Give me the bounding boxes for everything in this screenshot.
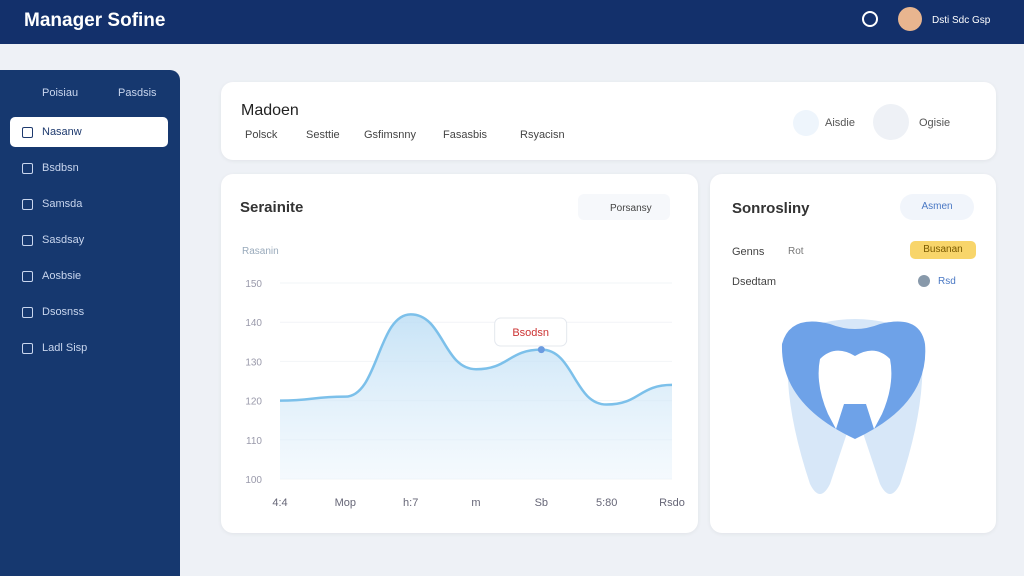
tab[interactable]: Fasasbis — [443, 129, 488, 141]
action[interactable]: Ogisie — [919, 117, 951, 129]
tooltip-label: Bsodsn — [512, 327, 549, 339]
y-tick-label: 110 — [246, 436, 262, 447]
tooltip — [494, 317, 568, 347]
x-tick-label: Mop — [335, 497, 356, 509]
x-tick-label: 5:80 — [596, 497, 617, 509]
header: Manager Sofine Dsti Sdc Gsp — [0, 0, 1024, 44]
x-tick-label: h:7 — [403, 497, 418, 509]
chart-subtitle: Rasanin — [242, 246, 279, 257]
overview-title: Madoen — [241, 102, 299, 119]
panel-button[interactable]: Asmen — [900, 194, 974, 220]
nav-item[interactable]: Bsdbsn — [10, 153, 168, 183]
sidebar-heading-right: Pasdsis — [118, 87, 157, 99]
badge: Busanan — [910, 241, 976, 259]
y-tick-label: 130 — [245, 357, 262, 368]
line — [279, 313, 673, 406]
point — [537, 346, 545, 354]
row-label: Dsedtam — [732, 276, 777, 288]
nav-icon — [22, 343, 33, 354]
row-sub: Rot — [788, 246, 804, 257]
action[interactable]: Aisdie — [825, 117, 855, 129]
nav-item[interactable]: Ladl Sisp — [10, 333, 168, 363]
action-icon — [793, 110, 819, 136]
search-icon[interactable] — [862, 11, 878, 27]
overview-card: Madoen Aisdie Ogisie — [221, 82, 996, 160]
x-tick-label: m — [471, 497, 480, 509]
tab[interactable]: Rsyacisn — [520, 129, 565, 141]
action-icon — [873, 104, 909, 140]
panel-title: Sonrosliny — [732, 200, 810, 217]
nav-item[interactable]: Sasdsay — [10, 225, 168, 255]
x-tick-label: 4:4 — [272, 497, 287, 509]
nav-item[interactable]: Samsda — [10, 189, 168, 219]
nav-icon — [22, 163, 33, 174]
y-tick-label: 100 — [245, 475, 262, 486]
nav-icon — [22, 271, 33, 282]
y-tick-label: 140 — [245, 318, 262, 329]
chart-button[interactable] — [578, 194, 670, 220]
nav-icon — [22, 127, 33, 138]
y-tick-label: 120 — [245, 397, 262, 408]
nav-item[interactable]: Nasanw — [10, 117, 168, 147]
avatar[interactable] — [898, 7, 922, 31]
user-name[interactable]: Dsti Sdc Gsp — [932, 15, 991, 26]
y-tick-label: 150 — [245, 279, 262, 290]
app-title: Manager Sofine — [24, 10, 166, 31]
nav-item[interactable]: Dsosnss — [10, 297, 168, 327]
tab[interactable]: Sesttie — [306, 129, 340, 141]
chart-button-label[interactable]: Porsansy — [610, 203, 652, 214]
tooth-icon — [781, 319, 926, 494]
x-tick-label: Rsdo — [659, 497, 685, 509]
row-label: Genns — [732, 246, 765, 258]
chart-title: Serainite — [240, 199, 303, 216]
side-panel: Sonrosliny Asmen Genns Rot Busanan Dsedt… — [710, 174, 996, 533]
nav-icon — [22, 307, 33, 318]
row-sub: Rsd — [938, 276, 956, 287]
avatar — [918, 275, 930, 287]
nav-icon — [22, 199, 33, 210]
tab[interactable]: Gsfimsnny — [364, 129, 416, 141]
x-tick-label: Sb — [535, 497, 548, 509]
nav-item[interactable]: Aosbsie — [10, 261, 168, 291]
sidebar-heading: Poisiau — [42, 87, 79, 99]
nav-icon — [22, 235, 33, 246]
tab[interactable]: Polsck — [245, 129, 278, 141]
sidebar: Poisiau Pasdsis Nasanw Bsdbsn Samsda Sasdsa… — [0, 70, 180, 576]
